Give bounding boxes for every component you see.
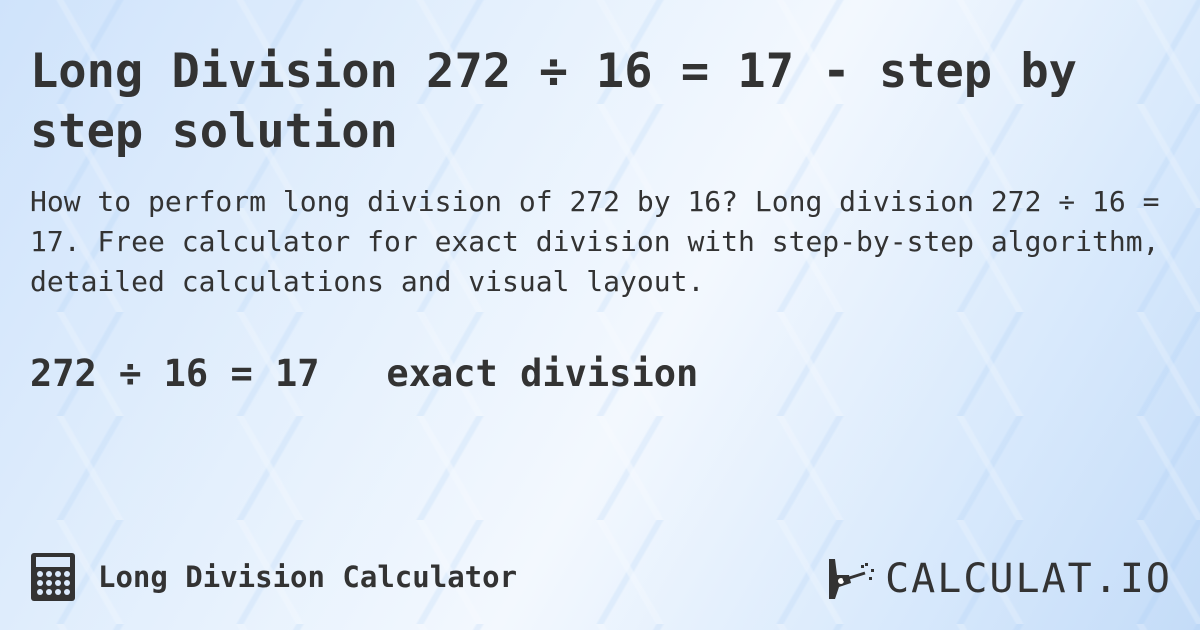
calculator-name: Long Division Calculator — [98, 560, 518, 594]
calculat-io-logo[interactable]: CALCULAT.IO — [825, 556, 1172, 602]
footer-calculator: Long Division Calculator — [30, 552, 517, 602]
result-note: exact division — [386, 352, 699, 395]
magic-hand-icon — [829, 559, 875, 599]
page-title: Long Division 272 ÷ 16 = 17 - step by st… — [30, 44, 1077, 159]
result: 272 ÷ 16 = 17 exact division — [30, 352, 698, 395]
logo-text: CALCULAT.IO — [885, 556, 1172, 602]
description: How to perform long division of 272 by 1… — [30, 185, 1160, 298]
calculator-icon — [31, 553, 75, 601]
result-equation: 272 ÷ 16 = 17 — [30, 352, 320, 395]
